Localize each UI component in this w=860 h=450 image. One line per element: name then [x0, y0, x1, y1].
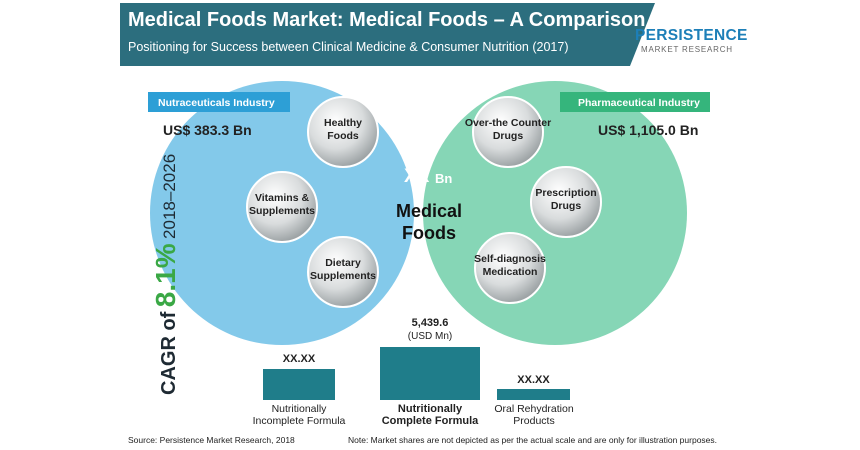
segment-value: XX.XX	[517, 374, 550, 386]
segment-unit: (USD Mn)	[407, 331, 453, 342]
bubble-label: Self-diagnosis Medication	[474, 253, 546, 278]
title-banner	[120, 3, 655, 66]
cagr-rate: 8.1%	[150, 243, 181, 308]
segment-label: Nutritionally Incomplete Formula	[252, 403, 346, 427]
logo-tagline: MARKET RESEARCH	[641, 45, 733, 54]
segment-value: XX.XX	[282, 353, 316, 365]
subtitle: Positioning for Success between Clinical…	[128, 40, 569, 54]
right-value: US$ 1,105.0 Bn	[598, 122, 699, 138]
center-currency: US$	[406, 148, 434, 164]
bubbles	[246, 96, 602, 308]
bubble-label: Healthy Foods	[324, 117, 362, 142]
bubble-label: Dietary Supplements	[310, 257, 376, 282]
center-unit: Bn	[435, 171, 453, 186]
logo-name: PERSISTENCE	[635, 27, 748, 44]
title: Medical Foods Market: Medical Foods – A …	[128, 9, 646, 31]
left-value: US$ 383.3 Bn	[163, 122, 252, 138]
center-amount: XX	[404, 166, 430, 187]
left-tag: Nutraceuticals Industry	[158, 97, 275, 109]
bubble-label: Vitamins & Supplements	[249, 192, 315, 217]
cagr: CAGR of 8.1% 2018–2026	[150, 154, 182, 395]
cagr-period: 2018–2026	[160, 153, 179, 239]
note: Note: Market shares are not depicted as …	[348, 435, 718, 445]
segment-label: Oral Rehydration Products	[494, 403, 574, 427]
segment-value: 5,439.6	[411, 317, 449, 329]
source: Source: Persistence Market Research, 201…	[128, 435, 295, 445]
left-tag-bg	[148, 92, 290, 112]
right-tag-bg	[560, 92, 710, 112]
right-tag: Pharmaceutical Industry	[578, 97, 700, 109]
bars	[263, 347, 570, 400]
bubble-label: Prescription Drugs	[535, 187, 597, 212]
center-label: Medical Foods	[395, 201, 463, 243]
cagr-prefix: CAGR of	[158, 311, 180, 395]
segment-label: Nutritionally Complete Formula	[381, 403, 479, 427]
bubble-label: Over-the Counter Drugs	[464, 117, 552, 142]
